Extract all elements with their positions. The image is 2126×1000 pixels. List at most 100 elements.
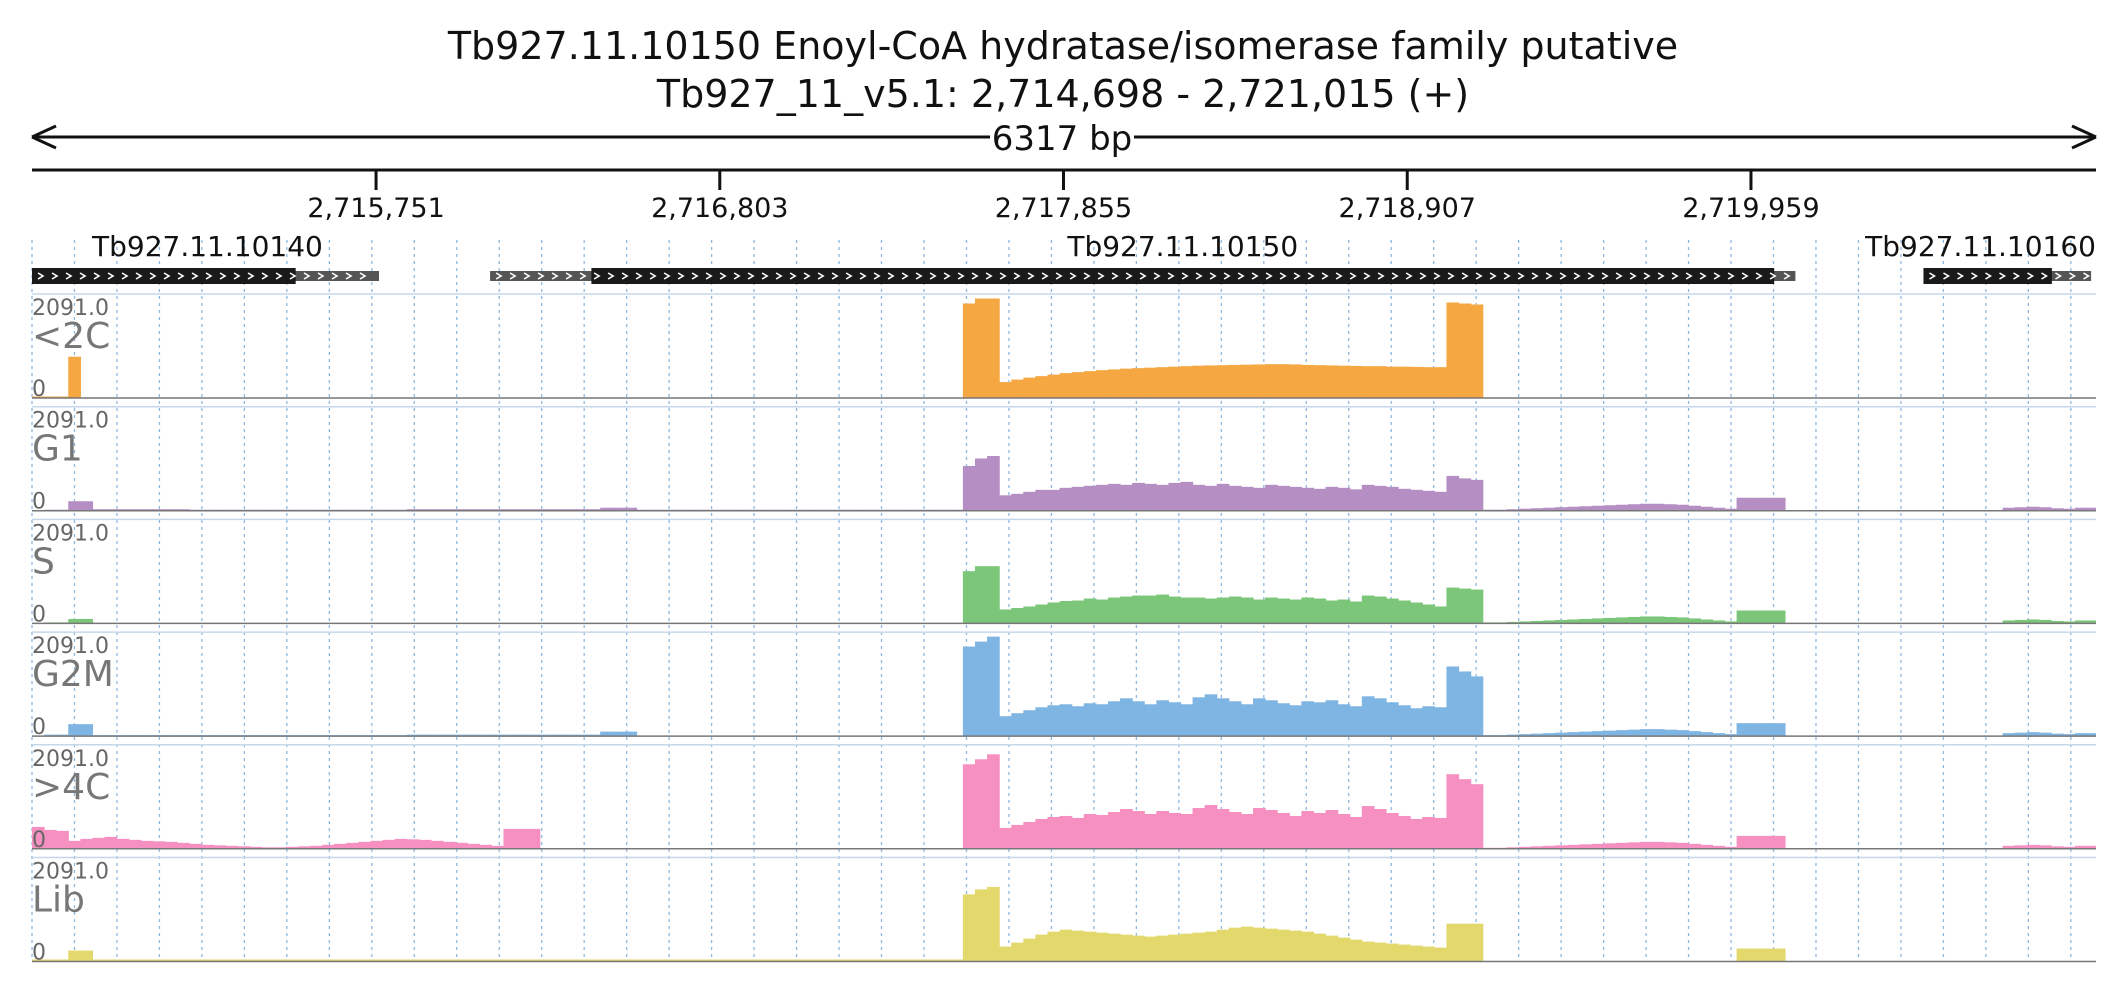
coverage-bar-4-134 — [1651, 841, 1665, 849]
coverage-bar-1-104 — [1289, 486, 1302, 511]
coverage-bar-2-113 — [1398, 600, 1411, 624]
coverage-bar-3-140 — [1724, 734, 1738, 737]
coverage-bar-2-98 — [1216, 597, 1230, 624]
strand-chevron-2-5 — [1999, 272, 2007, 280]
coverage-bar-1-85 — [1059, 487, 1073, 511]
coverage-bar-2-169 — [2075, 620, 2088, 624]
coverage-bar-4-3 — [68, 840, 81, 849]
strand-chevron-1-16 — [719, 272, 727, 280]
coverage-bar-1-127 — [1567, 506, 1581, 511]
coverage-bar-2-111 — [1373, 596, 1387, 624]
coverage-bar-1-136 — [1676, 504, 1689, 511]
coverage-bar-1-126 — [1555, 507, 1568, 511]
strand-chevron-1-62 — [1363, 272, 1371, 280]
coverage-bar-4-4 — [80, 838, 94, 849]
coverage-bar-5-71 — [890, 959, 904, 962]
track-ymax-label-3: 2091.0 — [32, 634, 109, 659]
coverage-bar-0-101 — [1253, 364, 1266, 398]
coverage-bar-5-108 — [1337, 937, 1351, 962]
coverage-bar-1-80 — [999, 495, 1012, 511]
coverage-bar-2-100 — [1240, 597, 1254, 624]
coverage-bar-2-96 — [1192, 597, 1206, 624]
gene-1[interactable]: Tb927.11.10150 — [490, 230, 1796, 284]
coverage-bar-0-119 — [1470, 304, 1484, 398]
coverage-bar-0-105 — [1301, 364, 1315, 398]
coverage-bar-4-78 — [974, 759, 988, 849]
coverage-bar-3-47 — [600, 731, 613, 737]
strand-chevron-1-5 — [565, 272, 573, 280]
coverage-bar-5-88 — [1095, 932, 1109, 962]
track-ymax-label-0: 2091.0 — [32, 296, 109, 321]
span-length-label: 6317 bp — [992, 119, 1133, 159]
coverage-bar-4-22 — [297, 846, 311, 849]
strand-chevron-1-41 — [1069, 272, 1077, 280]
strand-chevron-0-11 — [191, 272, 199, 280]
coverage-bar-0-91 — [1132, 368, 1145, 398]
coverage-bar-4-84 — [1047, 816, 1061, 849]
coverage-bar-4-11 — [164, 841, 178, 849]
coverage-bar-3-88 — [1095, 704, 1109, 737]
coverage-bar-3-78 — [974, 641, 988, 737]
coverage-bar-2-112 — [1385, 598, 1399, 624]
coverage-bar-2-123 — [1518, 621, 1532, 624]
coverage-bar-2-141 — [1736, 610, 1750, 624]
strand-chevron-1-79 — [1601, 272, 1609, 280]
coverage-bar-5-144 — [1772, 948, 1786, 962]
gene-2[interactable]: Tb927.11.10160 — [1864, 230, 2096, 284]
coverage-bar-5-117 — [1446, 923, 1460, 962]
coverage-bar-4-108 — [1337, 813, 1351, 849]
coverage-bar-4-83 — [1035, 818, 1049, 849]
strand-chevron-1-71 — [1489, 272, 1497, 280]
coverage-bar-4-124 — [1531, 846, 1544, 849]
coverage-bar-5-48 — [612, 959, 625, 962]
coverage-bar-4-13 — [189, 843, 202, 849]
strand-chevron-1-23 — [817, 272, 825, 280]
coverage-bar-1-109 — [1349, 489, 1363, 511]
strand-chevron-1-84 — [1671, 272, 1679, 280]
coverage-bar-3-166 — [2038, 732, 2052, 737]
coverage-bar-2-103 — [1277, 598, 1290, 624]
coverage-bar-2-95 — [1180, 597, 1194, 624]
coverage-bar-1-169 — [2075, 507, 2088, 511]
coverage-bar-1-163 — [2002, 507, 2016, 511]
strand-chevron-1-82 — [1643, 272, 1651, 280]
coverage-bar-0-98 — [1216, 365, 1230, 398]
coverage-bar-1-141 — [1736, 497, 1750, 511]
coverage-track-4: 2091.0 0 >4C — [32, 744, 2096, 853]
coverage-bar-0-81 — [1011, 379, 1024, 398]
coverage-bar-4-37 — [479, 844, 492, 849]
coverage-bar-5-18 — [249, 959, 263, 962]
coverage-bar-2-78 — [974, 566, 988, 624]
coverage-bar-1-82 — [1023, 491, 1037, 511]
coverage-bar-1-78 — [974, 458, 988, 511]
coverage-bar-1-48 — [612, 507, 625, 511]
coverage-bar-4-41 — [527, 828, 541, 849]
coverage-bar-0-84 — [1047, 374, 1061, 398]
strand-chevron-1-17 — [733, 272, 741, 280]
coverage-bar-5-6 — [104, 959, 118, 962]
strand-chevron-0-22 — [345, 272, 353, 280]
coverage-bar-1-93 — [1156, 484, 1169, 511]
coverage-bar-1-134 — [1651, 503, 1665, 511]
coverage-bar-5-65 — [817, 959, 831, 962]
coverage-bar-1-142 — [1748, 497, 1762, 511]
coverage-bar-5-80 — [999, 946, 1012, 962]
coverage-bar-4-36 — [467, 843, 480, 849]
coverage-bar-5-32 — [418, 959, 432, 962]
gene-0[interactable]: Tb927.11.10140 — [32, 230, 379, 284]
coverage-bar-4-21 — [285, 846, 299, 849]
coverage-bar-2-128 — [1579, 618, 1593, 624]
coverage-bar-3-114 — [1410, 708, 1423, 737]
coverage-bar-0-107 — [1325, 365, 1339, 398]
coverage-bar-1-107 — [1325, 486, 1339, 511]
coverage-bar-1-135 — [1664, 504, 1677, 511]
coverage-bar-1-139 — [1712, 507, 1726, 511]
strand-chevron-1-49 — [1181, 272, 1189, 280]
strand-chevron-1-22 — [803, 272, 811, 280]
coverage-bar-5-45 — [576, 959, 589, 962]
coverage-bar-5-41 — [527, 959, 541, 962]
strand-chevron-2-10 — [2069, 272, 2077, 280]
coverage-bar-4-126 — [1555, 845, 1568, 849]
coverage-bar-5-21 — [285, 959, 299, 962]
